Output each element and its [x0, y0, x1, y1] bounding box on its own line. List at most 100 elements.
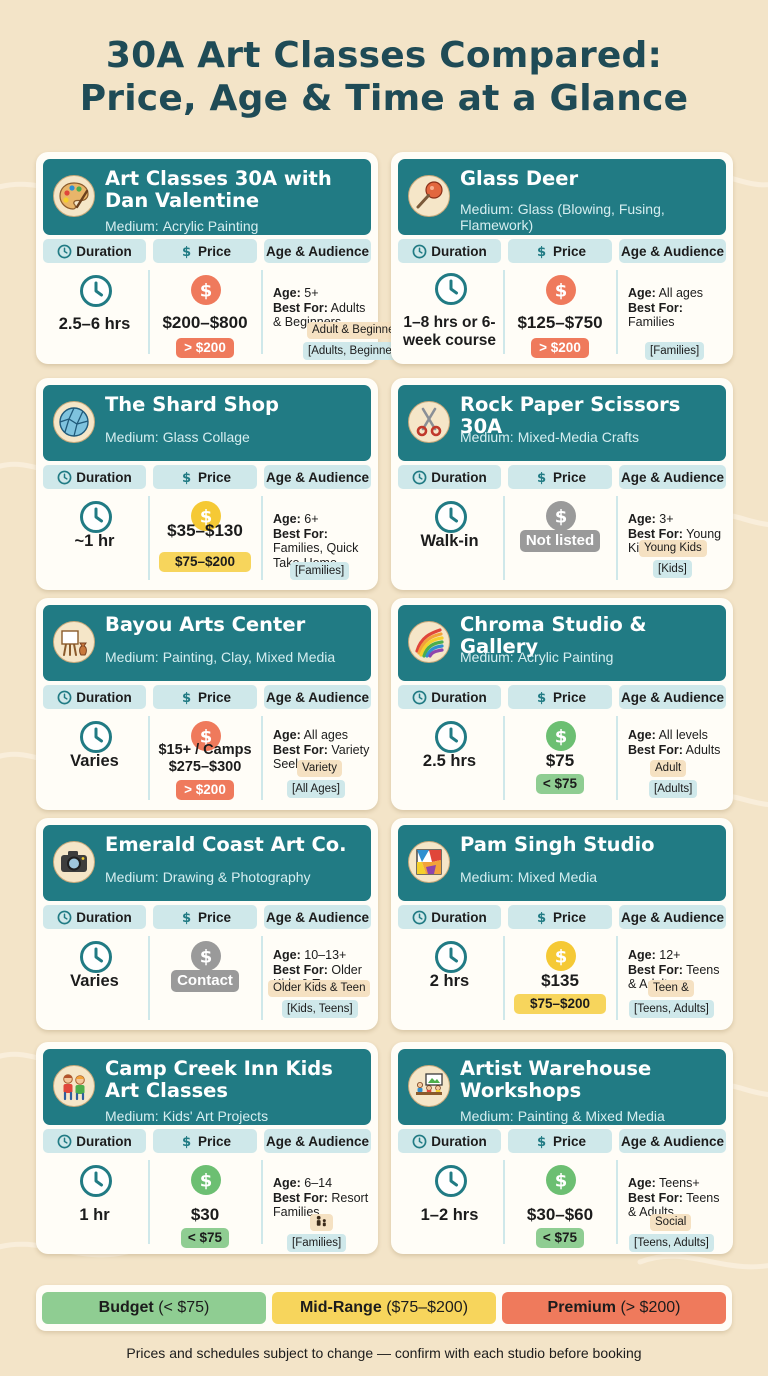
medium-value: Drawing & Photography	[162, 869, 311, 885]
price-header-label: Price	[552, 1133, 587, 1149]
price-header-label: Price	[197, 689, 232, 705]
price-dollar-icon: $	[545, 1164, 577, 1196]
best-for-value: Families	[628, 315, 675, 329]
svg-text:$: $	[555, 507, 568, 528]
price-header-label: Price	[552, 469, 587, 485]
best-for-label: Best For:	[273, 526, 328, 541]
column-divider	[503, 716, 505, 800]
medium-value: Kids' Art Projects	[162, 1108, 269, 1124]
clock-icon	[79, 940, 113, 974]
studio-name: Artist Warehouse Workshops	[460, 1057, 652, 1102]
age-header: Age & Audience	[264, 685, 371, 709]
best-for-label: Best For:	[273, 1190, 328, 1205]
studio-medium: Medium: Painting & Mixed Media	[460, 1108, 722, 1124]
family-icon	[310, 1214, 333, 1231]
svg-text:$: $	[182, 911, 191, 925]
class-card: The Shard Shop Medium: Glass Collage Durati…	[36, 378, 378, 590]
studio-medium: Medium: Acrylic Painting	[460, 649, 722, 665]
medium-label: Medium:	[460, 869, 514, 885]
svg-text:$: $	[200, 1171, 213, 1192]
duration-value: 2 hrs	[429, 972, 470, 990]
workshop-icon	[408, 1065, 450, 1107]
audience-tag: Older Kids & Teen	[268, 980, 371, 997]
column-divider	[148, 936, 150, 1020]
age-label: Age:	[273, 286, 301, 300]
class-card: Emerald Coast Art Co. Medium: Drawing & Ph…	[36, 818, 378, 1030]
title-line-1: 30A Art Classes Compared:	[105, 35, 663, 76]
card-header: Pam Singh Studio Medium: Mixed Media	[398, 825, 726, 901]
class-card: Chroma Studio & Gallery Medium: Acrylic Pa…	[391, 598, 733, 810]
class-card: Artist Warehouse Workshops Medium: Paintin…	[391, 1042, 733, 1254]
glass-blowing-icon	[408, 175, 450, 217]
studio-medium: Medium: Mixed Media	[460, 869, 722, 885]
duration-header: Duration	[43, 239, 146, 263]
class-card: Art Classes 30A with Dan Valentine Medium…	[36, 152, 410, 364]
age-label: Age:	[273, 728, 301, 742]
svg-text:$: $	[537, 1135, 546, 1149]
audience-category-tag: [Teens, Adults]	[629, 1234, 714, 1252]
rainbow-paint-icon	[408, 621, 450, 663]
svg-text:$: $	[182, 691, 191, 705]
price-header: $ Price	[153, 465, 257, 489]
clock-icon	[79, 274, 113, 308]
age-header: Age & Audience	[264, 465, 371, 489]
audience-category-tag: [Families]	[645, 342, 705, 360]
clock-icon	[412, 910, 427, 925]
price-header-label: Price	[552, 243, 587, 259]
svg-text:$: $	[182, 1135, 191, 1149]
age-audience: Age: 6–14 Best For: Resort Families	[273, 1176, 373, 1220]
age-value: 6–14	[304, 1176, 333, 1190]
medium-label: Medium:	[460, 649, 514, 665]
age-label: Age:	[628, 1176, 656, 1190]
audience-tag: Social	[650, 1214, 692, 1231]
audience-tag: Adult & Beginner	[307, 322, 404, 339]
best-for-value: Adults	[685, 742, 721, 757]
best-for-label: Best For:	[273, 962, 328, 977]
price-dollar-icon: $	[545, 274, 577, 306]
price-dollar-icon: $	[545, 940, 577, 972]
studio-medium: Medium: Glass (Blowing, Fusing, Flamework…	[460, 201, 722, 233]
class-card: Bayou Arts Center Medium: Painting, Clay, …	[36, 598, 378, 810]
best-for-line: Best For: Adults	[628, 743, 728, 758]
age-header: Age & Audience	[619, 239, 726, 263]
age-header: Age & Audience	[619, 1129, 726, 1153]
class-card: Camp Creek Inn Kids Art Classes Medium: Ki…	[36, 1042, 378, 1254]
price-header: $ Price	[153, 239, 257, 263]
age-line: Age: 10–13+	[273, 948, 373, 963]
age-line: Age: Teens+	[628, 1176, 728, 1191]
medium-label: Medium:	[105, 429, 159, 445]
price-value: $30	[190, 1205, 220, 1224]
price-tier-badge: < $75	[536, 1228, 584, 1248]
svg-text:$: $	[537, 691, 546, 705]
medium-value: Mixed-Media Crafts	[517, 429, 640, 445]
clock-icon	[57, 910, 72, 925]
duration-header: Duration	[398, 1129, 501, 1153]
medium-value: Acrylic Painting	[162, 218, 259, 234]
footer-note: Prices and schedules subject to change —…	[126, 1345, 642, 1361]
price-header: $ Price	[508, 905, 612, 929]
age-value: 3+	[659, 512, 674, 526]
clock-icon	[434, 940, 468, 974]
duration-header-label: Duration	[431, 909, 487, 925]
clock-icon	[79, 720, 113, 754]
legend-mid-range-text: ($75–$200)	[386, 1299, 469, 1316]
legend-budget-label: Budget	[98, 1299, 154, 1316]
clock-icon	[57, 470, 72, 485]
studio-name: Art Classes 30A with Dan Valentine	[105, 167, 332, 212]
card-header: Emerald Coast Art Co. Medium: Drawing & Ph…	[43, 825, 371, 901]
legend-mid-label: Mid-Range	[299, 1299, 382, 1316]
age-header: Age & Audience	[264, 905, 371, 929]
price-tier-badge: > $200	[176, 338, 234, 358]
dollar-icon: $	[179, 690, 194, 705]
audience-category-tag: [Adults]	[649, 780, 698, 798]
duration-header: Duration	[43, 685, 146, 709]
duration-header: Duration	[398, 239, 501, 263]
duration-value: Walk-in	[420, 532, 479, 550]
card-header: Camp Creek Inn Kids Art Classes Medium: Ki…	[43, 1049, 371, 1125]
duration-header-label: Duration	[431, 243, 487, 259]
price-value: $135	[541, 971, 579, 990]
price-header: $ Price	[508, 465, 612, 489]
dollar-icon: $	[179, 1134, 194, 1149]
medium-value: Glass (Blowing, Fusing, Flamework)	[460, 201, 665, 233]
duration-header: Duration	[398, 465, 501, 489]
